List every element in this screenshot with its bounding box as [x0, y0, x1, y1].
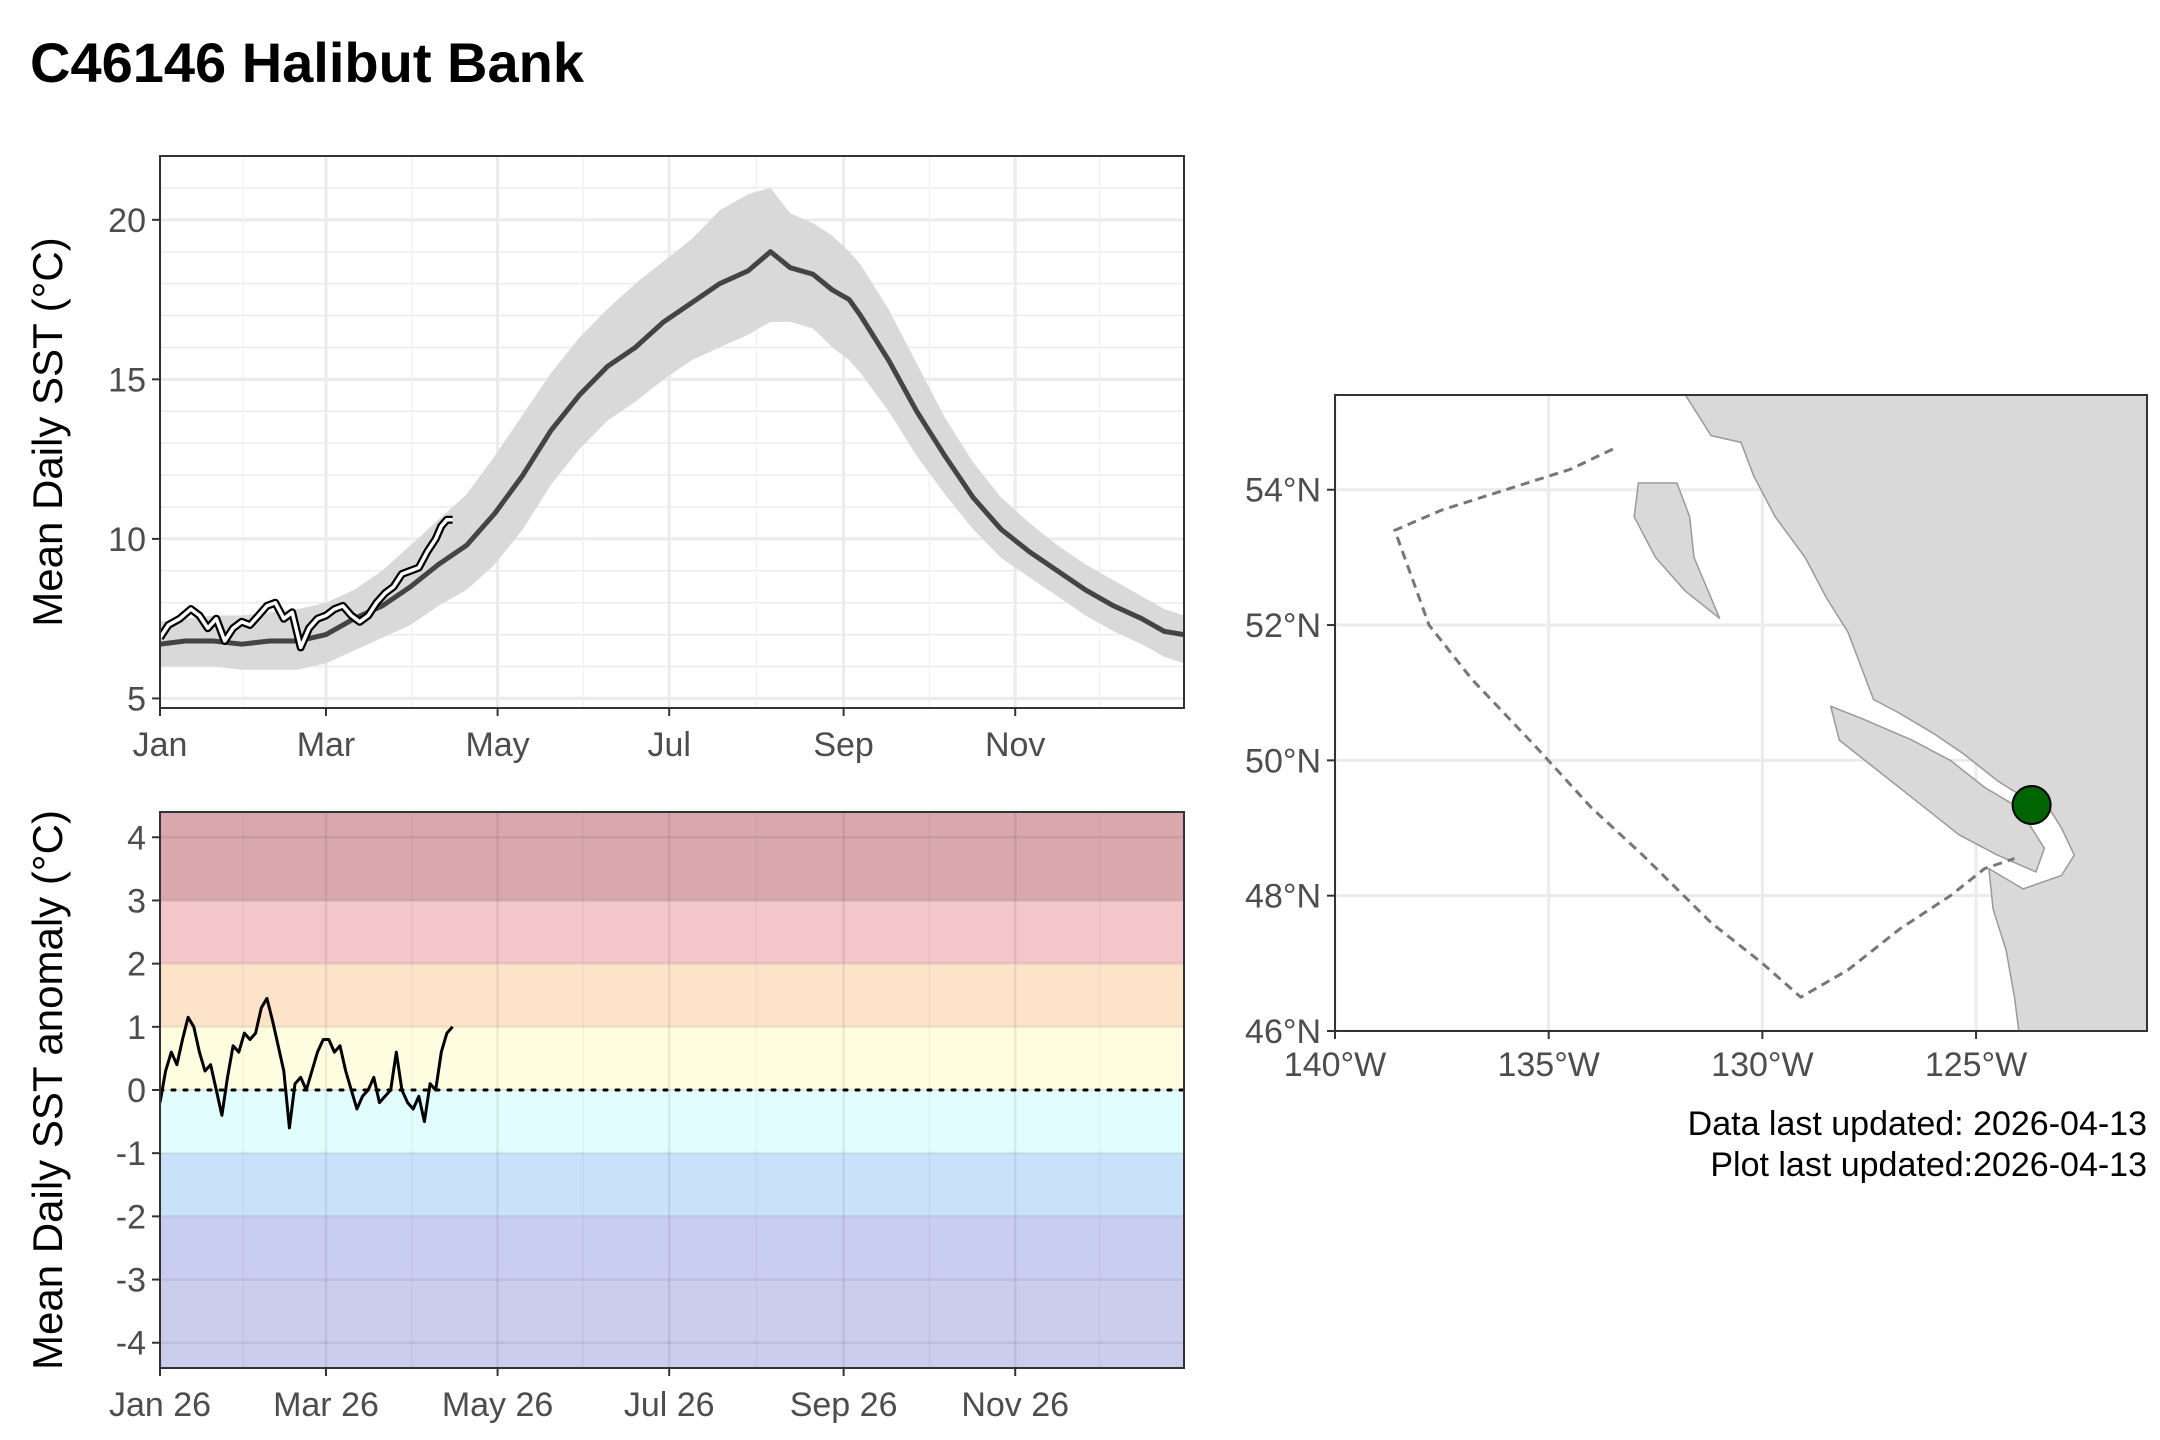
x-tick-label: May 26: [442, 1386, 554, 1424]
latitude-axis: 54°N 52°N 50°N 48°N 46°N: [1245, 472, 1335, 1051]
anomaly-band: [160, 900, 1184, 964]
x-tick-label: May: [465, 726, 529, 764]
mainland: [1684, 395, 2147, 1031]
y-tick-label: 20: [108, 202, 146, 240]
x-axis: Jan Mar May Jul Sep Nov: [133, 708, 1045, 764]
y-tick-label: 4: [127, 819, 146, 857]
island: [1829, 705, 2046, 873]
anomaly-bands: [160, 812, 1184, 1368]
x-tick-label: Sep: [813, 726, 874, 764]
lat-tick-label: 52°N: [1245, 607, 1321, 645]
x-axis: Jan 26 Mar 26 May 26 Jul 26 Sep 26 Nov 26: [109, 1368, 1069, 1424]
lon-tick-label: 130°W: [1711, 1046, 1813, 1084]
station-map-panel: 54°N 52°N 50°N 48°N 46°N 140°W 135°W 130°W 125°…: [1245, 394, 2148, 1084]
island: [1633, 482, 1721, 620]
y-axis-title: Mean Daily SST anomaly (°C): [24, 810, 71, 1370]
series-lines: [160, 249, 1184, 652]
y-tick-label: -2: [116, 1198, 146, 1236]
y-tick-label: -1: [116, 1135, 146, 1173]
sst-climatology-panel: 5 10 15 20 Jan Mar May Jul Sep Nov Mean Daily SS…: [24, 155, 1185, 764]
y-tick-label: 1: [127, 1009, 146, 1047]
y-axis: 4 3 2 1 0 -1 -2 -3 -4: [116, 819, 160, 1363]
sst-anomaly-panel: 4 3 2 1 0 -1 -2 -3 -4 Jan 26 Mar 26 May 26 Jul 26 Se…: [24, 810, 1185, 1424]
y-tick-label: 3: [127, 882, 146, 920]
y-tick-label: -4: [116, 1325, 146, 1363]
lon-tick-label: 140°W: [1284, 1046, 1386, 1084]
anomaly-band: [160, 1279, 1184, 1368]
anomaly-band: [160, 1090, 1184, 1154]
y-tick-label: 0: [127, 1072, 146, 1110]
region-boundary: [1392, 447, 2015, 1000]
lat-tick-label: 46°N: [1245, 1013, 1321, 1051]
anomaly-band: [160, 1216, 1184, 1280]
data-updated-note: Data last updated: 2026-04-13: [1687, 1105, 2147, 1143]
climatology-band: [160, 187, 1184, 670]
series-lines: [160, 996, 1184, 1130]
x-tick-label: Jul 26: [624, 1386, 715, 1424]
y-axis-title: Mean Daily SST (°C): [24, 237, 71, 626]
plot-updated-note: Plot last updated:2026-04-13: [1710, 1146, 2147, 1184]
lon-tick-label: 135°W: [1497, 1046, 1599, 1084]
y-tick-label: 2: [127, 946, 146, 984]
land: [1633, 395, 2147, 1031]
anomaly-band: [160, 1153, 1184, 1217]
x-tick-label: Mar: [297, 726, 356, 764]
x-tick-label: Mar 26: [273, 1386, 379, 1424]
anomaly-band: [160, 963, 1184, 1027]
x-tick-label: Jul: [647, 726, 690, 764]
y-tick-label: 15: [108, 361, 146, 399]
lon-tick-label: 125°W: [1925, 1046, 2027, 1084]
y-tick-label: -3: [116, 1262, 146, 1300]
current-year-line: [160, 517, 453, 650]
x-tick-label: Nov: [985, 726, 1045, 764]
panel-border: [159, 155, 1185, 709]
lat-tick-label: 54°N: [1245, 472, 1321, 510]
x-tick-label: Jan 26: [109, 1386, 211, 1424]
lat-tick-label: 48°N: [1245, 878, 1321, 916]
y-tick-label: 5: [127, 680, 146, 718]
x-tick-label: Nov 26: [961, 1386, 1069, 1424]
map-overlay: [1392, 447, 2052, 1000]
x-tick-label: Sep 26: [790, 1386, 898, 1424]
climatology-range-band: [160, 187, 1184, 670]
anomaly-line: [160, 996, 454, 1130]
lat-tick-label: 50°N: [1245, 742, 1321, 780]
map-border: [1334, 394, 2148, 1032]
page-title: C46146 Halibut Bank: [30, 31, 584, 94]
anomaly-band: [160, 812, 1184, 901]
y-tick-label: 10: [108, 521, 146, 559]
longitude-axis: 140°W 135°W 130°W 125°W: [1284, 1031, 2027, 1084]
station-marker: [2011, 785, 2052, 826]
x-tick-label: Jan: [133, 726, 188, 764]
y-axis: 5 10 15 20: [108, 202, 160, 718]
anomaly-band: [160, 1026, 1184, 1090]
climatology-mean-line: [160, 249, 1184, 647]
